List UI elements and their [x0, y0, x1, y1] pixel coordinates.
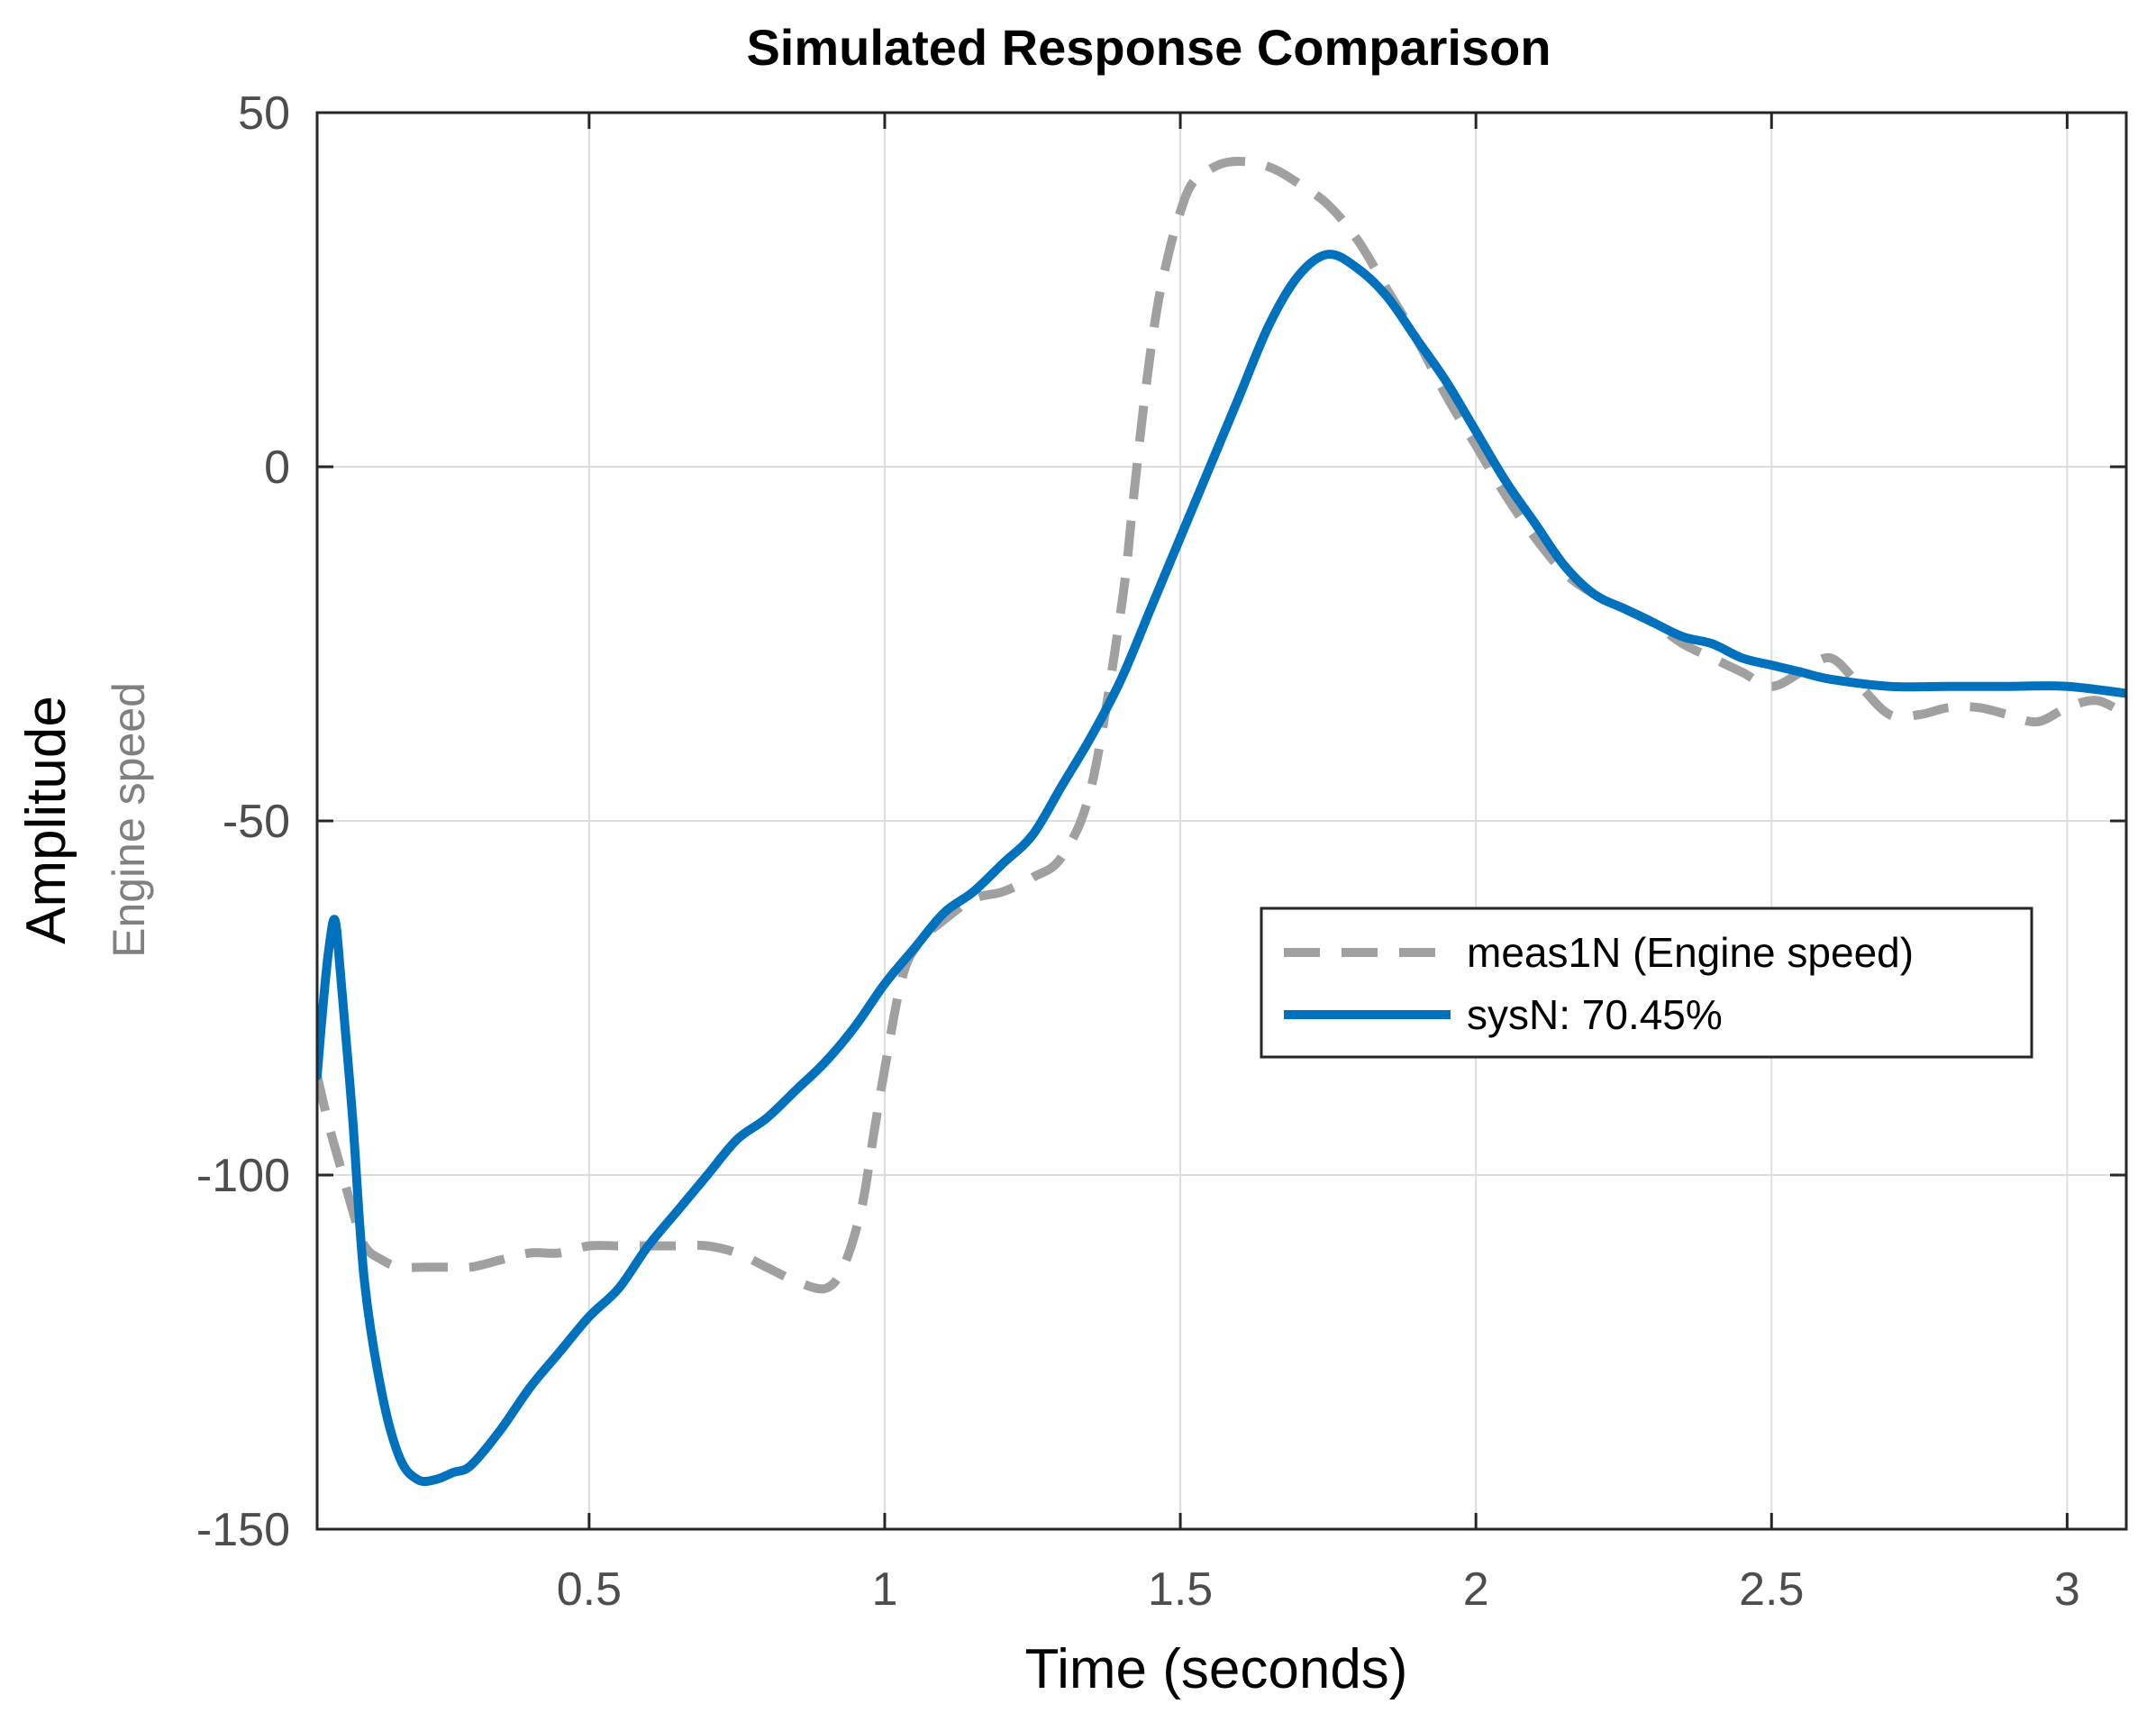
series-layer	[317, 157, 2126, 1487]
x-tick-label: 3	[2054, 1563, 2080, 1616]
axes-box	[315, 111, 2128, 1531]
axes	[315, 111, 2128, 1531]
legend-box	[1260, 907, 2033, 1059]
series-line-sysN	[317, 250, 2126, 1487]
x-tick-label: 1.5	[1148, 1563, 1213, 1616]
y-tick-label: -100	[196, 1150, 290, 1202]
y-tick-label: -50	[223, 796, 290, 848]
x-axis-label: Time (seconds)	[1025, 1638, 1408, 1700]
legend-label-sysN: sysN: 70.45%	[1467, 991, 1723, 1038]
y-tick-label: -150	[196, 1504, 290, 1556]
x-tick-labels: 0.5 1 1.5 2 2.5 3	[557, 1563, 2080, 1616]
y-tick-label: 50	[238, 87, 290, 140]
legend: meas1N (Engine speed) sysN: 70.45%	[1260, 907, 2033, 1059]
y-axis-sublabel: Engine speed	[104, 682, 154, 958]
y-tick-labels: -150 -100 -50 0 50	[196, 87, 290, 1556]
x-tick-label: 2.5	[1739, 1563, 1804, 1616]
x-tick-label: 0.5	[557, 1563, 622, 1616]
grid	[317, 113, 2126, 1529]
series-line-meas1N	[317, 157, 2126, 1294]
chart-title: Simulated Response Comparison	[746, 19, 1551, 76]
y-axis-label: Amplitude	[15, 696, 77, 944]
x-tick-label: 2	[1463, 1563, 1489, 1616]
y-tick-label: 0	[264, 442, 290, 494]
legend-label-meas1N: meas1N (Engine speed)	[1467, 929, 1914, 976]
x-tick-label: 1	[871, 1563, 897, 1616]
